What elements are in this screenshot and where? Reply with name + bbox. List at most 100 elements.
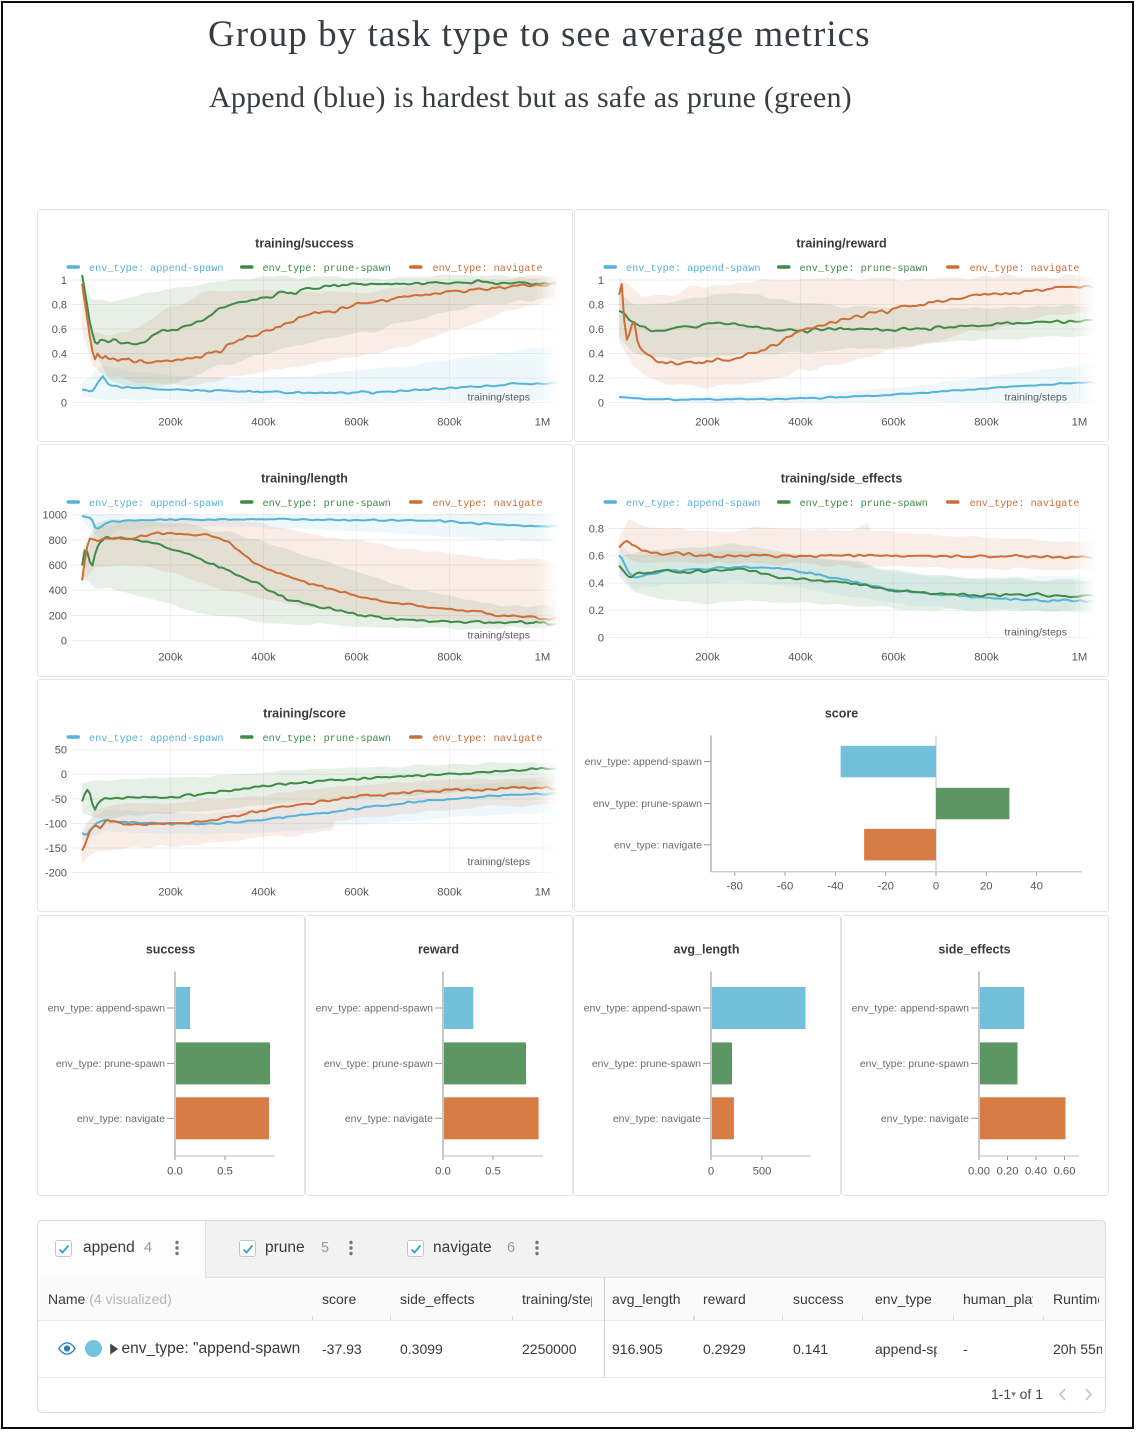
svg-text:200k: 200k	[158, 416, 183, 428]
svg-text:success: success	[146, 942, 195, 956]
svg-text:0: 0	[597, 397, 603, 409]
svg-text:-50: -50	[51, 793, 67, 805]
svg-text:env_type: append-spawn: env_type: append-spawn	[852, 1002, 969, 1014]
svg-text:env_type: navigate: env_type: navigate	[77, 1113, 165, 1125]
svg-text:env_type: append-spawn: env_type: append-spawn	[626, 497, 761, 509]
svg-text:-150: -150	[45, 842, 67, 854]
svg-text:1000: 1000	[43, 509, 67, 521]
svg-text:1M: 1M	[535, 886, 551, 898]
svg-text:600: 600	[49, 560, 67, 572]
svg-text:-60: -60	[776, 880, 792, 892]
svg-text:env_type: prune-spawn: env_type: prune-spawn	[592, 798, 701, 810]
svg-text:0: 0	[61, 635, 67, 647]
svg-text:600k: 600k	[344, 886, 369, 898]
svg-text:0.8: 0.8	[52, 299, 67, 311]
svg-text:training/steps: training/steps	[1004, 626, 1066, 638]
svg-text:20: 20	[980, 880, 993, 892]
svg-text:training/score: training/score	[263, 706, 346, 720]
svg-text:env_type: prune-spawn: env_type: prune-spawn	[799, 498, 927, 509]
svg-text:env_type: prune-spawn: env_type: prune-spawn	[56, 1058, 165, 1070]
svg-text:env_type: navigate: env_type: navigate	[433, 497, 543, 509]
svg-text:env_type: append-spawn: env_type: append-spawn	[584, 1002, 701, 1014]
svg-text:training/steps: training/steps	[1004, 391, 1066, 403]
svg-text:env_type: navigate: env_type: navigate	[345, 1113, 433, 1125]
svg-text:score: score	[824, 706, 857, 720]
svg-text:-100: -100	[45, 818, 67, 830]
svg-text:50: 50	[55, 744, 67, 756]
svg-text:env_type: append-spawn: env_type: append-spawn	[316, 1002, 433, 1014]
svg-text:1M: 1M	[1071, 651, 1087, 663]
svg-text:0.5: 0.5	[485, 1165, 501, 1177]
svg-text:env_type: prune-spawn: env_type: prune-spawn	[263, 498, 391, 509]
svg-text:env_type: prune-spawn: env_type: prune-spawn	[860, 1058, 969, 1070]
svg-text:400k: 400k	[788, 651, 813, 663]
svg-text:-200: -200	[45, 867, 67, 879]
svg-text:training/reward: training/reward	[796, 236, 886, 250]
svg-text:-40: -40	[827, 880, 843, 892]
svg-text:0.0: 0.0	[167, 1165, 183, 1177]
svg-text:-80: -80	[726, 880, 742, 892]
svg-text:avg_length: avg_length	[674, 942, 740, 956]
svg-text:env_type: append-spawn: env_type: append-spawn	[584, 756, 701, 768]
svg-text:training/steps: training/steps	[468, 391, 530, 403]
svg-text:env_type: append-spawn: env_type: append-spawn	[626, 262, 761, 274]
svg-text:0.6: 0.6	[588, 323, 603, 335]
svg-text:400: 400	[49, 585, 67, 597]
svg-text:800k: 800k	[974, 416, 999, 428]
svg-text:400k: 400k	[788, 416, 813, 428]
svg-text:0.2: 0.2	[52, 372, 67, 384]
svg-text:0.6: 0.6	[588, 550, 603, 562]
svg-text:env_type: prune-spawn: env_type: prune-spawn	[263, 263, 391, 274]
svg-text:env_type: navigate: env_type: navigate	[969, 262, 1079, 274]
svg-text:env_type: navigate: env_type: navigate	[433, 732, 543, 744]
svg-text:training/steps: training/steps	[468, 856, 530, 868]
svg-text:0.0: 0.0	[435, 1165, 451, 1177]
svg-text:0.60: 0.60	[1054, 1165, 1076, 1177]
svg-text:reward: reward	[418, 942, 459, 956]
svg-text:0.8: 0.8	[588, 523, 603, 535]
svg-text:1: 1	[597, 274, 603, 286]
svg-text:env_type: prune-spawn: env_type: prune-spawn	[592, 1058, 701, 1070]
svg-text:training/length: training/length	[261, 471, 348, 485]
svg-text:600k: 600k	[344, 416, 369, 428]
svg-text:0: 0	[597, 632, 603, 644]
svg-text:0.2: 0.2	[588, 605, 603, 617]
svg-text:1M: 1M	[1071, 416, 1087, 428]
svg-text:800k: 800k	[974, 651, 999, 663]
svg-text:0: 0	[61, 397, 67, 409]
svg-text:600k: 600k	[344, 651, 369, 663]
svg-text:0.5: 0.5	[217, 1165, 233, 1177]
svg-text:40: 40	[1030, 880, 1043, 892]
svg-text:1: 1	[61, 274, 67, 286]
svg-text:0.6: 0.6	[52, 323, 67, 335]
svg-text:training/steps: training/steps	[468, 629, 530, 641]
svg-text:0.40: 0.40	[1025, 1165, 1047, 1177]
svg-text:env_type: navigate: env_type: navigate	[433, 262, 543, 274]
svg-text:1M: 1M	[535, 651, 551, 663]
svg-text:env_type: navigate: env_type: navigate	[613, 1113, 701, 1125]
svg-text:-20: -20	[877, 880, 893, 892]
svg-text:0.2: 0.2	[588, 372, 603, 384]
svg-text:200k: 200k	[695, 651, 720, 663]
svg-text:0.20: 0.20	[997, 1165, 1019, 1177]
svg-text:0.4: 0.4	[588, 348, 603, 360]
svg-text:env_type: append-spawn: env_type: append-spawn	[89, 732, 224, 744]
svg-text:0.4: 0.4	[52, 348, 67, 360]
svg-text:800k: 800k	[437, 416, 462, 428]
svg-text:training/success: training/success	[255, 236, 354, 250]
svg-text:0.00: 0.00	[968, 1165, 990, 1177]
svg-text:200: 200	[49, 610, 67, 622]
svg-text:env_type: prune-spawn: env_type: prune-spawn	[324, 1058, 433, 1070]
svg-text:400k: 400k	[251, 416, 276, 428]
svg-text:env_type: navigate: env_type: navigate	[969, 497, 1079, 509]
svg-text:0: 0	[61, 769, 67, 781]
svg-text:400k: 400k	[251, 651, 276, 663]
svg-text:env_type: append-spawn: env_type: append-spawn	[89, 497, 224, 509]
svg-text:200k: 200k	[158, 651, 183, 663]
svg-text:200k: 200k	[695, 416, 720, 428]
svg-text:600k: 600k	[881, 416, 906, 428]
svg-text:0: 0	[708, 1165, 714, 1177]
svg-text:env_type: append-spawn: env_type: append-spawn	[48, 1002, 165, 1014]
svg-text:600k: 600k	[881, 651, 906, 663]
svg-text:env_type: append-spawn: env_type: append-spawn	[89, 262, 224, 274]
